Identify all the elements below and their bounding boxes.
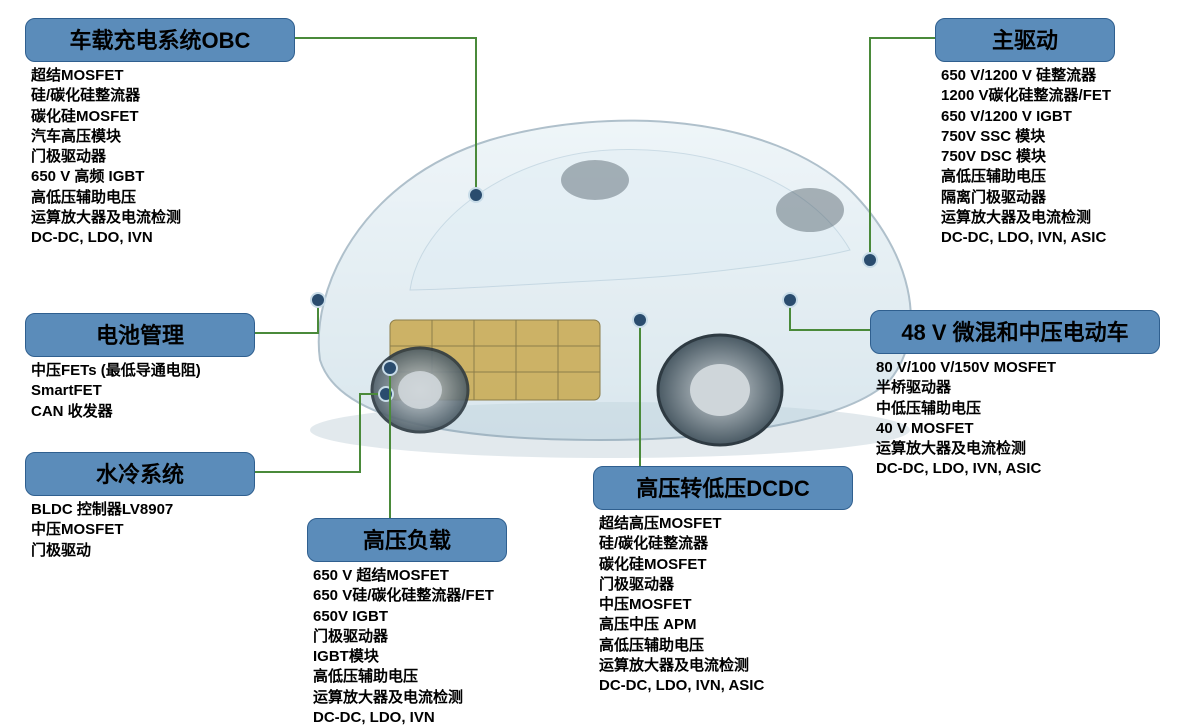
- callout-mhev_48v-item: 半桥驱动器: [876, 378, 1176, 398]
- leader-hv_load-point: [383, 361, 397, 375]
- callout-main_drive-item: 隔离门极驱动器: [941, 188, 1191, 208]
- callout-mhev_48v-item: 40 V MOSFET: [876, 419, 1176, 439]
- leader-water_cooling-point: [379, 387, 393, 401]
- callout-main_drive-item: 运算放大器及电流检测: [941, 208, 1191, 228]
- callout-hv_load-item: DC-DC, LDO, IVN: [313, 708, 603, 726]
- callout-main_drive: 主驱动650 V/1200 V 硅整流器1200 V碳化硅整流器/FET650 …: [935, 18, 1195, 250]
- callout-mhev_48v-item: 80 V/100 V/150V MOSFET: [876, 358, 1176, 378]
- callout-hv_to_lv_dcdc-item: 超结高压MOSFET: [599, 514, 889, 534]
- callout-hv_to_lv_dcdc-item: 门极驱动器: [599, 575, 889, 595]
- callout-hv_to_lv_dcdc-title: 高压转低压DCDC: [593, 466, 853, 510]
- callout-main_drive-item: 高低压辅助电压: [941, 167, 1191, 187]
- leader-mhev_48v: [790, 300, 870, 330]
- callout-hv_to_lv_dcdc-item: 硅/碳化硅整流器: [599, 534, 889, 554]
- leader-obc-point: [469, 188, 483, 202]
- callout-obc: 车载充电系统OBC超结MOSFET硅/碳化硅整流器碳化硅MOSFET汽车高压模块…: [25, 18, 295, 250]
- leader-main_drive-point: [863, 253, 877, 267]
- callout-mhev_48v-title: 48 V 微混和中压电动车: [870, 310, 1160, 354]
- callout-main_drive-item: 650 V/1200 V 硅整流器: [941, 66, 1191, 86]
- leader-mhev_48v-point: [783, 293, 797, 307]
- callout-battery_mgmt-items: 中压FETs (最低导通电阻)SmartFETCAN 收发器: [25, 359, 265, 424]
- callout-hv_to_lv_dcdc-item: 运算放大器及电流检测: [599, 656, 889, 676]
- callout-hv_load-item: 运算放大器及电流检测: [313, 688, 603, 708]
- callout-battery_mgmt-item: CAN 收发器: [31, 402, 261, 422]
- callout-obc-item: 汽车高压模块: [31, 127, 291, 147]
- callout-obc-item: 门极驱动器: [31, 147, 291, 167]
- callout-hv_to_lv_dcdc-item: 高压中压 APM: [599, 615, 889, 635]
- callout-hv_load: 高压负载650 V 超结MOSFET650 V硅/碳化硅整流器/FET650V …: [307, 518, 607, 726]
- callout-obc-item: 硅/碳化硅整流器: [31, 86, 291, 106]
- callout-obc-item: 650 V 高频 IGBT: [31, 167, 291, 187]
- callout-water_cooling: 水冷系统BLDC 控制器LV8907中压MOSFET门极驱动: [25, 452, 265, 563]
- callout-water_cooling-item: 中压MOSFET: [31, 520, 261, 540]
- callout-hv_to_lv_dcdc-item: 碳化硅MOSFET: [599, 555, 889, 575]
- callout-obc-item: 碳化硅MOSFET: [31, 107, 291, 127]
- callout-obc-item: 高低压辅助电压: [31, 188, 291, 208]
- callout-hv_load-item: 650V IGBT: [313, 607, 603, 627]
- callout-hv_load-title: 高压负载: [307, 518, 507, 562]
- callout-battery_mgmt: 电池管理中压FETs (最低导通电阻)SmartFETCAN 收发器: [25, 313, 265, 424]
- callout-hv_load-item: 门极驱动器: [313, 627, 603, 647]
- leader-hv_to_lv_dcdc-point: [633, 313, 647, 327]
- callout-main_drive-title: 主驱动: [935, 18, 1115, 62]
- callout-hv_to_lv_dcdc-item: 中压MOSFET: [599, 595, 889, 615]
- callout-mhev_48v-items: 80 V/100 V/150V MOSFET半桥驱动器中低压辅助电压40 V M…: [870, 356, 1180, 482]
- callout-hv_load-item: 650 V硅/碳化硅整流器/FET: [313, 586, 603, 606]
- callout-obc-item: 超结MOSFET: [31, 66, 291, 86]
- callout-mhev_48v-item: 运算放大器及电流检测: [876, 439, 1176, 459]
- callout-obc-items: 超结MOSFET硅/碳化硅整流器碳化硅MOSFET汽车高压模块门极驱动器650 …: [25, 64, 295, 250]
- callout-hv_to_lv_dcdc-items: 超结高压MOSFET硅/碳化硅整流器碳化硅MOSFET门极驱动器中压MOSFET…: [593, 512, 893, 698]
- callout-main_drive-item: 650 V/1200 V IGBT: [941, 107, 1191, 127]
- leader-obc: [268, 38, 476, 195]
- callout-hv_load-item: 650 V 超结MOSFET: [313, 566, 603, 586]
- callout-water_cooling-item: 门极驱动: [31, 541, 261, 561]
- callout-mhev_48v-item: 中低压辅助电压: [876, 399, 1176, 419]
- callout-main_drive-item: DC-DC, LDO, IVN, ASIC: [941, 228, 1191, 248]
- callout-hv_load-item: IGBT模块: [313, 647, 603, 667]
- callout-battery_mgmt-item: 中压FETs (最低导通电阻): [31, 361, 261, 381]
- callout-water_cooling-items: BLDC 控制器LV8907中压MOSFET门极驱动: [25, 498, 265, 563]
- callout-main_drive-item: 750V SSC 模块: [941, 127, 1191, 147]
- callout-hv_load-item: 高低压辅助电压: [313, 667, 603, 687]
- callout-water_cooling-item: BLDC 控制器LV8907: [31, 500, 261, 520]
- callout-hv_load-items: 650 V 超结MOSFET650 V硅/碳化硅整流器/FET650V IGBT…: [307, 564, 607, 726]
- callout-battery_mgmt-item: SmartFET: [31, 381, 261, 401]
- callout-main_drive-item: 1200 V碳化硅整流器/FET: [941, 86, 1191, 106]
- callout-main_drive-item: 750V DSC 模块: [941, 147, 1191, 167]
- callout-mhev_48v-item: DC-DC, LDO, IVN, ASIC: [876, 459, 1176, 479]
- car-illustration: [250, 60, 950, 480]
- callout-obc-item: DC-DC, LDO, IVN: [31, 228, 291, 248]
- callout-hv_to_lv_dcdc-item: 高低压辅助电压: [599, 636, 889, 656]
- callout-obc-item: 运算放大器及电流检测: [31, 208, 291, 228]
- callout-hv_to_lv_dcdc-item: DC-DC, LDO, IVN, ASIC: [599, 676, 889, 696]
- callout-water_cooling-title: 水冷系统: [25, 452, 255, 496]
- callout-mhev_48v: 48 V 微混和中压电动车80 V/100 V/150V MOSFET半桥驱动器…: [870, 310, 1180, 482]
- leader-battery_mgmt-point: [311, 293, 325, 307]
- callout-obc-title: 车载充电系统OBC: [25, 18, 295, 62]
- diagram-stage: 车载充电系统OBC超结MOSFET硅/碳化硅整流器碳化硅MOSFET汽车高压模块…: [0, 0, 1199, 726]
- callout-battery_mgmt-title: 电池管理: [25, 313, 255, 357]
- leader-main_drive: [870, 38, 935, 260]
- callout-hv_to_lv_dcdc: 高压转低压DCDC超结高压MOSFET硅/碳化硅整流器碳化硅MOSFET门极驱动…: [593, 466, 893, 698]
- callout-main_drive-items: 650 V/1200 V 硅整流器1200 V碳化硅整流器/FET650 V/1…: [935, 64, 1195, 250]
